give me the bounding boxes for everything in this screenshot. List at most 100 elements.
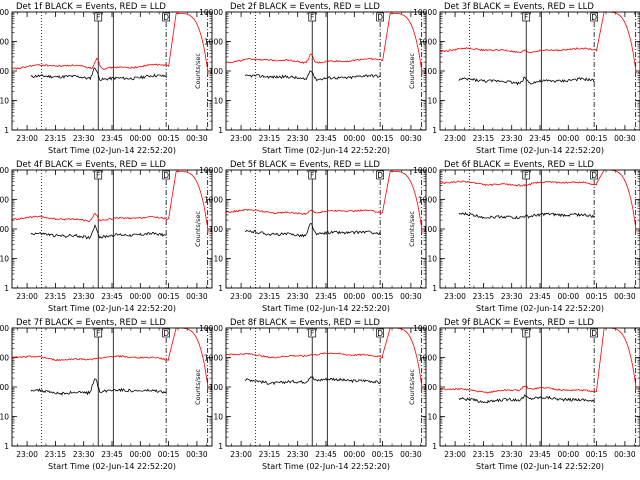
marker-label: D [377, 329, 383, 338]
marker-label: F [96, 171, 100, 180]
x-tick-label: 00:15 [586, 292, 608, 301]
x-tick-label: 23:30 [501, 292, 523, 301]
y-tick-label: 10000 [199, 8, 223, 17]
plot-frame [225, 169, 427, 289]
marker-label: F [96, 329, 100, 338]
y-tick-label: 10000 [0, 166, 9, 175]
y-tick-label: 1 [432, 126, 437, 135]
marker-box [522, 170, 531, 180]
panel-3: Det 3f BLACK = Events, RED = LLD Start Ti… [408, 2, 640, 155]
y-tick-label: 10 [0, 255, 9, 264]
lld-series-line [440, 170, 637, 232]
marker-label: D [591, 171, 597, 180]
y-tick-label: 10000 [0, 324, 9, 333]
y-tick-label: 10000 [0, 8, 9, 17]
x-tick-label: 00:00 [129, 450, 151, 459]
x-tick-label: 23:45 [529, 450, 551, 459]
x-tick-label: 23:00 [230, 450, 252, 459]
x-tick-label: 00:30 [614, 134, 636, 143]
panel-title: Det 8f BLACK = Events, RED = LLD [230, 318, 380, 328]
y-tick-label: 100 [423, 67, 438, 76]
plot-frame [11, 327, 213, 447]
panel-1: Det 1f BLACK = Events, RED = LLD Start Ti… [0, 2, 213, 155]
y-axis-label: Counts/sec [194, 369, 202, 405]
x-tick-label: 00:30 [186, 292, 208, 301]
marker-label: F [310, 171, 314, 180]
y-tick-label: 1000 [204, 354, 223, 363]
y-axis-label: Counts/sec [408, 369, 416, 405]
y-tick-label: 10 [213, 97, 223, 106]
panel-8: Det 8f BLACK = Events, RED = LLD Start Ti… [194, 318, 427, 471]
y-tick-label: 100 [209, 67, 224, 76]
marker-box [308, 12, 317, 22]
x-tick-label: 00:15 [158, 450, 180, 459]
x-tick-label: 23:15 [45, 134, 67, 143]
x-tick-label: 23:45 [101, 134, 123, 143]
y-tick-label: 10 [0, 413, 9, 422]
plot-frame [439, 327, 640, 447]
x-tick-label: 00:00 [129, 134, 151, 143]
x-tick-label: 23:15 [259, 450, 281, 459]
panel-4: Det 4f BLACK = Events, RED = LLD Start Ti… [0, 160, 213, 313]
y-tick-label: 10 [213, 255, 223, 264]
marker-label: D [163, 329, 169, 338]
y-axis-label: Counts/sec [194, 211, 202, 247]
x-tick-label: 23:45 [315, 292, 337, 301]
marker-box [162, 170, 171, 180]
x-tick-label: 00:00 [557, 134, 579, 143]
marker-label: D [591, 329, 597, 338]
x-tick-label: 23:45 [315, 450, 337, 459]
x-axis-label: Start Time (02-Jun-14 22:52:20) [476, 304, 604, 313]
y-tick-label: 1000 [418, 38, 437, 47]
x-tick-label: 23:00 [16, 292, 38, 301]
events-series-line [244, 376, 382, 386]
x-tick-label: 23:15 [473, 450, 495, 459]
y-tick-label: 100 [0, 225, 9, 234]
y-tick-label: 1 [4, 284, 9, 293]
marker-label: D [591, 13, 597, 22]
y-tick-label: 10000 [199, 324, 223, 333]
x-tick-label: 00:15 [158, 292, 180, 301]
x-tick-label: 23:30 [287, 292, 309, 301]
lld-series-line [440, 328, 637, 394]
x-tick-label: 23:30 [287, 450, 309, 459]
x-tick-label: 00:00 [343, 134, 365, 143]
plot-frame [439, 11, 640, 131]
x-tick-label: 00:30 [400, 450, 422, 459]
y-tick-label: 10 [0, 97, 9, 106]
x-tick-label: 00:00 [557, 450, 579, 459]
marker-box [376, 12, 385, 22]
y-tick-label: 1 [432, 442, 437, 451]
series-group [12, 12, 209, 82]
y-tick-label: 100 [423, 225, 438, 234]
series-group [226, 328, 423, 390]
x-tick-label: 23:15 [45, 450, 67, 459]
x-tick-label: 00:00 [557, 292, 579, 301]
x-tick-label: 00:30 [400, 292, 422, 301]
x-tick-label: 00:15 [586, 134, 608, 143]
marker-box [94, 170, 103, 180]
x-axis-label: Start Time (02-Jun-14 22:52:20) [48, 462, 176, 471]
x-tick-label: 23:00 [444, 292, 466, 301]
y-tick-label: 10000 [199, 166, 223, 175]
lld-series-line [12, 328, 209, 390]
x-tick-label: 23:45 [529, 292, 551, 301]
x-tick-label: 23:30 [501, 134, 523, 143]
series-group [226, 170, 423, 238]
events-series-line [30, 378, 168, 396]
y-tick-label: 10 [427, 97, 437, 106]
x-axis-label: Start Time (02-Jun-14 22:52:20) [476, 462, 604, 471]
plot-frame [11, 169, 213, 289]
y-tick-label: 1 [218, 442, 223, 451]
panel-title: Det 9f BLACK = Events, RED = LLD [444, 318, 594, 328]
marker-box [162, 328, 171, 338]
marker-box [94, 12, 103, 22]
series-group [12, 170, 209, 240]
series-group [440, 170, 637, 232]
x-tick-label: 23:45 [315, 134, 337, 143]
x-tick-label: 00:00 [343, 292, 365, 301]
y-tick-label: 1 [218, 284, 223, 293]
events-series-line [244, 70, 381, 82]
panel-9: Det 9f BLACK = Events, RED = LLD Start Ti… [408, 318, 640, 471]
marker-label: F [524, 329, 528, 338]
